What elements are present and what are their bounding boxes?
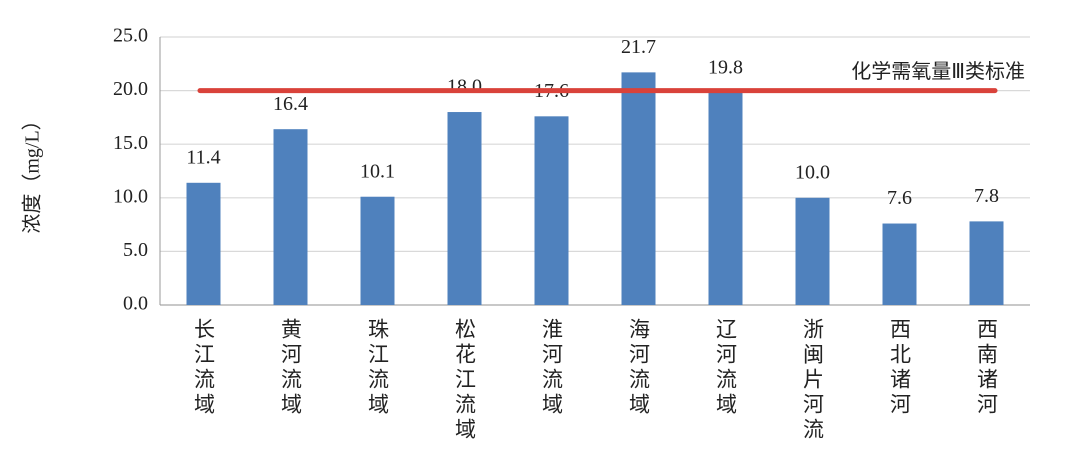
bar [882,223,917,305]
reference-label: 化学需氧量Ⅲ类标准 [851,59,1025,83]
y-tick-label: 15.0 [113,132,148,154]
bar [273,129,308,305]
bar [534,116,569,305]
data-label: 21.7 [621,36,656,58]
bar [447,112,482,305]
bar [621,72,656,305]
bar [795,197,830,305]
x-tick-label: 长江流域 [192,318,216,418]
x-tick-label: 淮河流域 [540,318,564,418]
y-tick-label: 25.0 [113,25,148,47]
data-label: 10.1 [360,160,395,182]
bar [360,196,395,305]
data-label: 18.0 [447,76,482,98]
data-label: 10.0 [795,161,830,183]
data-label: 19.8 [708,56,743,78]
bar [969,221,1004,305]
x-tick-label: 西北诸河 [888,318,912,418]
data-label: 7.8 [974,185,999,207]
y-tick-label: 20.0 [113,78,148,100]
x-tick-label: 西南诸河 [975,318,999,418]
data-label: 16.4 [273,93,308,115]
y-axis-label: 浓度（mg/L） [21,110,44,233]
data-label: 11.4 [186,146,220,168]
x-tick-label: 珠江流域 [366,318,390,418]
bar [186,182,221,305]
x-tick-label: 辽河流域 [714,318,738,418]
x-tick-label: 黄河流域 [279,318,303,418]
x-tick-label: 浙闽片河流 [801,318,825,443]
data-label: 7.6 [887,187,912,209]
y-tick-label: 0.0 [123,293,148,315]
y-tick-label: 10.0 [113,185,148,207]
x-tick-label: 松花江流域 [453,318,477,443]
x-tick-label: 海河流域 [627,318,651,418]
y-tick-label: 5.0 [123,239,148,261]
bar [708,92,743,305]
